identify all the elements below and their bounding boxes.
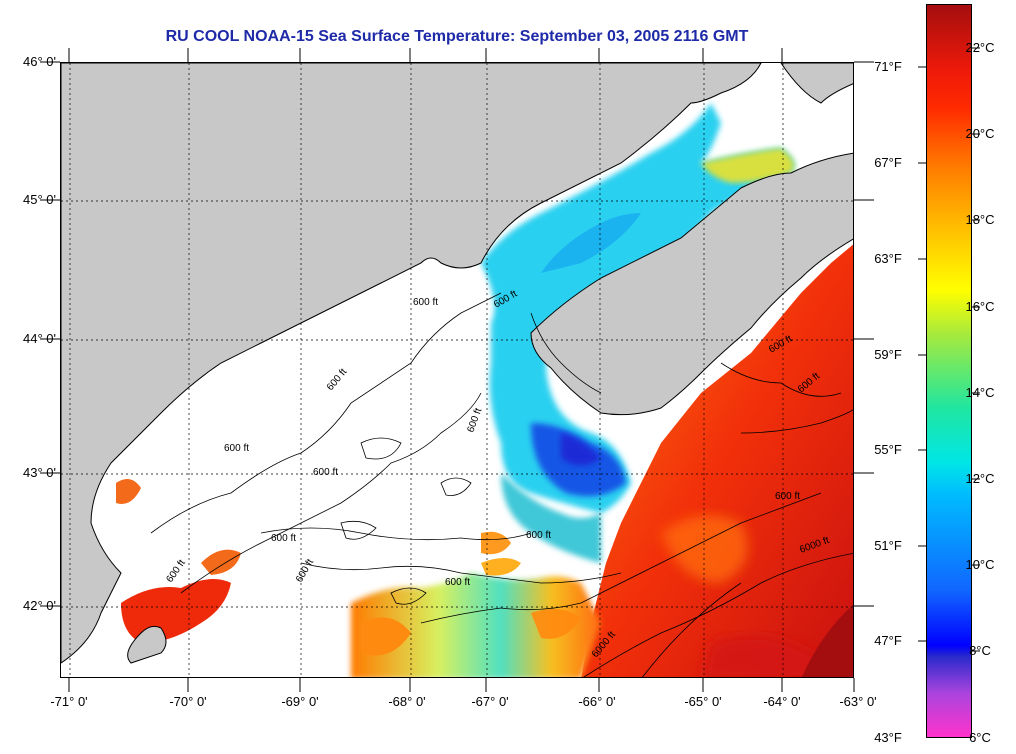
fahrenheit-label: 63°F [874, 251, 902, 266]
longitude-label: -67° 0' [471, 694, 509, 709]
celsius-label: 18°C [965, 212, 995, 227]
fahrenheit-label: 67°F [874, 155, 902, 170]
contour-label: 600 ft [313, 467, 338, 478]
celsius-label: 14°C [965, 385, 995, 400]
contour-label: 600 ft [445, 577, 470, 588]
fahrenheit-label: 59°F [874, 347, 902, 362]
celsius-label: 6°C [969, 730, 991, 745]
fahrenheit-label: 55°F [874, 442, 902, 457]
fahrenheit-label: 71°F [874, 59, 902, 74]
fahrenheit-label: 47°F [874, 633, 902, 648]
contour-label: 600 ft [413, 297, 438, 308]
cold-water-region [481, 103, 795, 563]
longitude-label: -68° 0' [388, 694, 426, 709]
cape-cod-warm-patch [116, 479, 511, 643]
longitude-label: -70° 0' [169, 694, 207, 709]
celsius-label: 10°C [965, 557, 995, 572]
celsius-label: 12°C [965, 471, 995, 486]
longitude-label: -65° 0' [684, 694, 722, 709]
latitude-label: 44° 0' [23, 331, 56, 346]
graticule [61, 63, 853, 677]
sst-map: 600 ft 600 ft 600 ft 600 ft 600 ft 600 f… [60, 62, 854, 678]
land [61, 63, 853, 664]
fahrenheit-label: 51°F [874, 538, 902, 553]
latitude-label: 45° 0' [23, 192, 56, 207]
longitude-label: -64° 0' [763, 694, 801, 709]
latitude-label: 43° 0' [23, 465, 56, 480]
contour-label: 600 ft [271, 533, 296, 544]
latitude-label: 42° 0' [23, 598, 56, 613]
contour-label: 600 ft [526, 530, 551, 541]
contour-label: 600 ft [224, 443, 249, 454]
fahrenheit-label: 43°F [874, 730, 902, 745]
longitude-label: -71° 0' [50, 694, 88, 709]
temperature-colorbar [926, 4, 972, 738]
longitude-label: -63° 0' [839, 694, 877, 709]
celsius-label: 8°C [969, 643, 991, 658]
celsius-label: 16°C [965, 299, 995, 314]
longitude-label: -66° 0' [578, 694, 616, 709]
south-water-band [351, 558, 601, 677]
celsius-label: 22°C [965, 40, 995, 55]
latitude-label: 46° 0' [23, 54, 56, 69]
contour-label: 600 ft [775, 491, 800, 502]
longitude-label: -69° 0' [281, 694, 319, 709]
map-title: RU COOL NOAA-15 Sea Surface Temperature:… [165, 28, 749, 45]
celsius-label: 20°C [965, 126, 995, 141]
depth-contours [150, 292, 853, 677]
